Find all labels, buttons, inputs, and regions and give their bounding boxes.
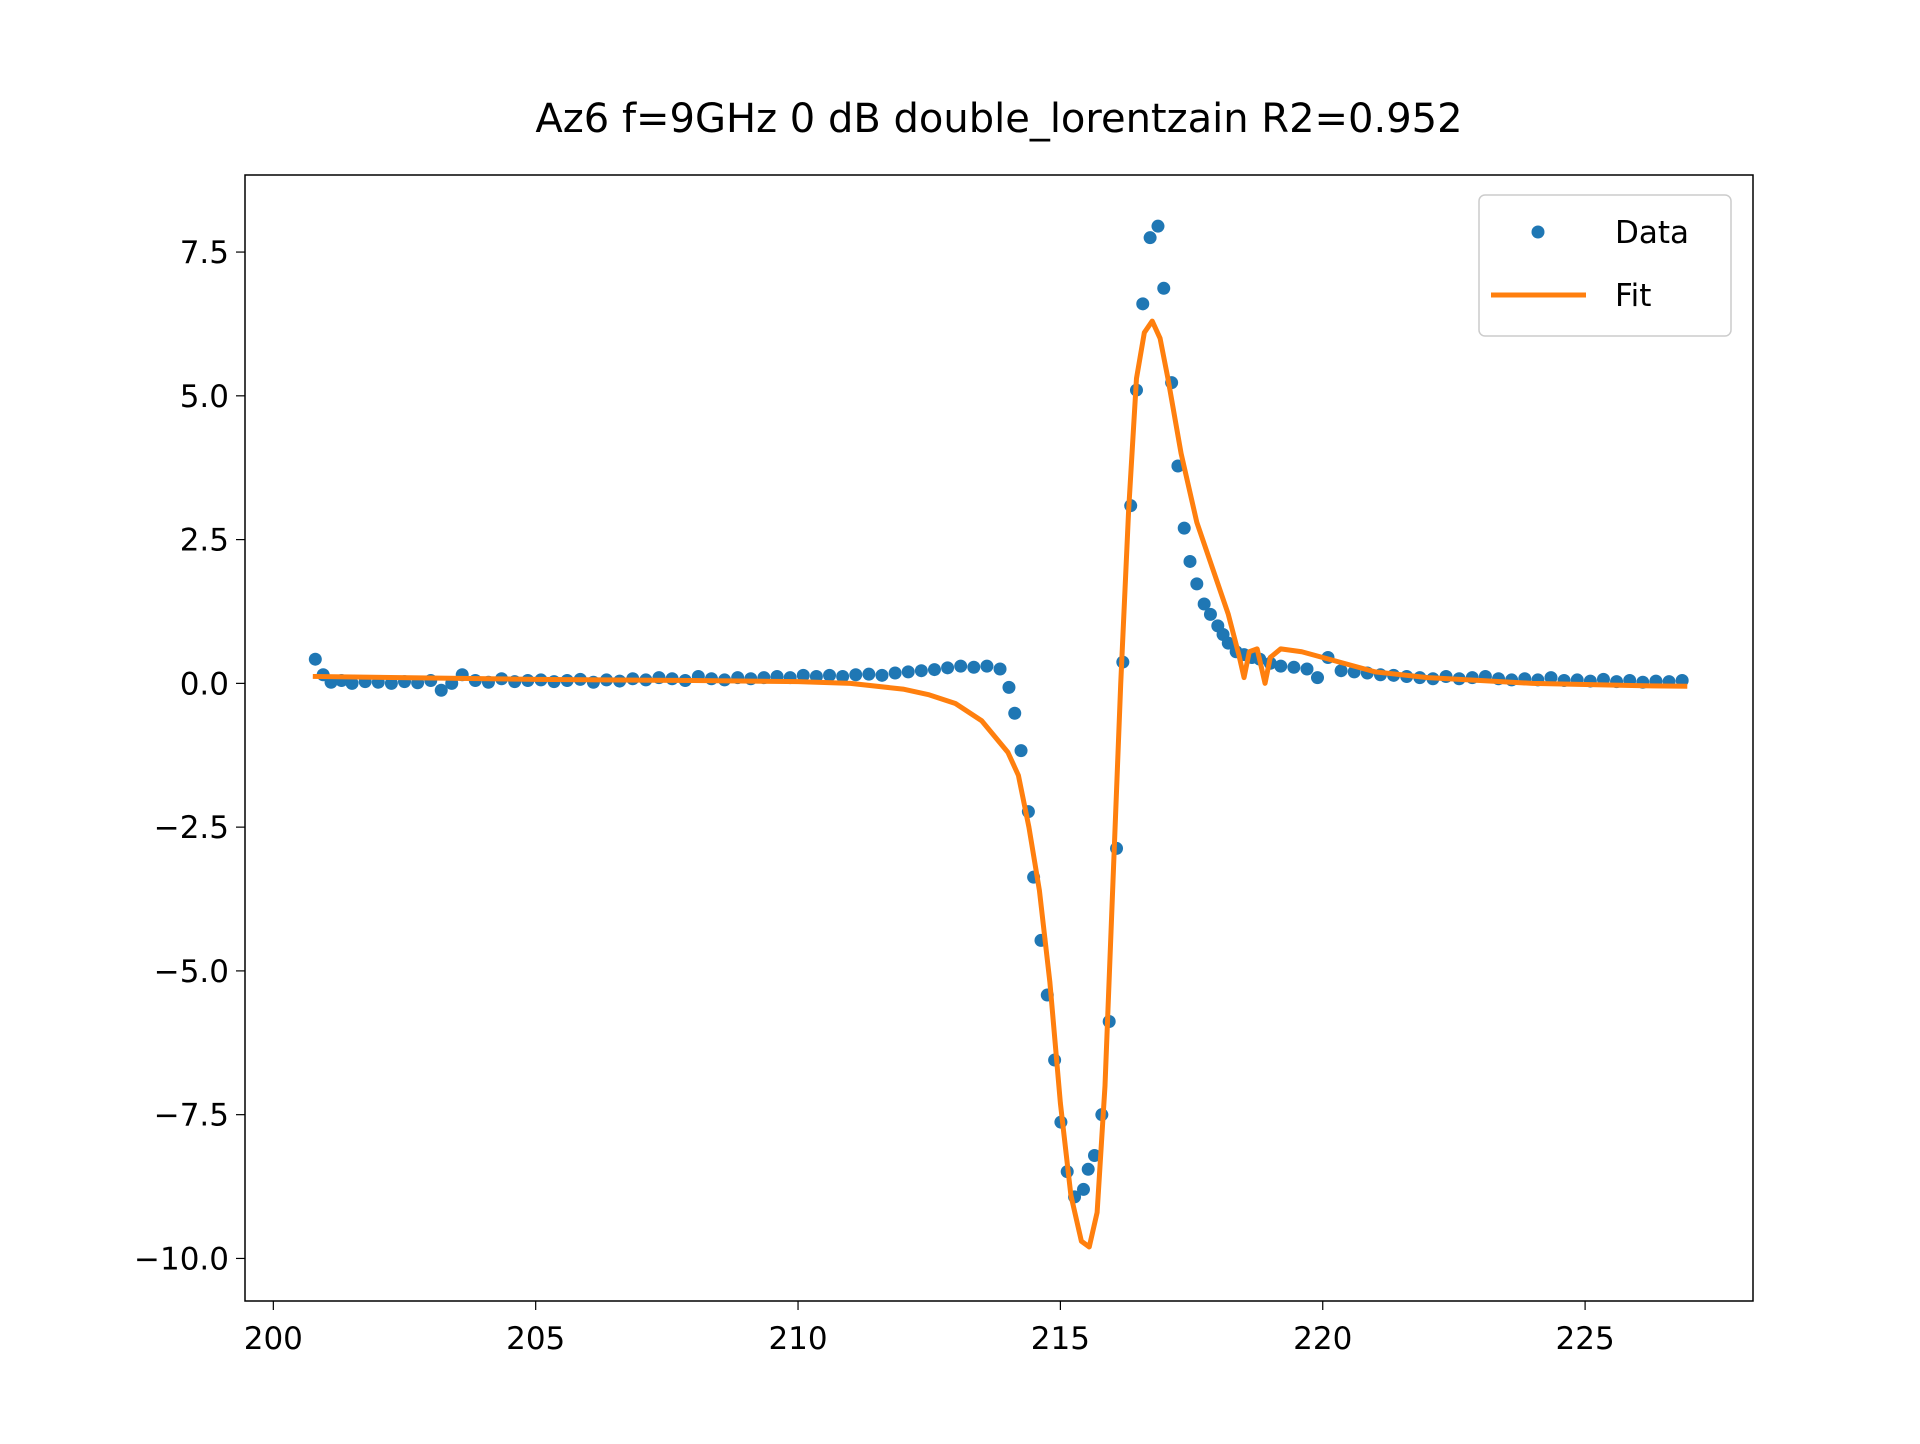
data-point (1221, 636, 1235, 650)
legend-marker (1531, 225, 1545, 239)
data-point (914, 664, 928, 678)
data-point (1151, 219, 1165, 233)
data-point (1274, 659, 1288, 673)
data-point (875, 668, 889, 682)
data-point (1183, 554, 1197, 568)
data-points (308, 219, 1689, 1204)
legend-label: Data (1615, 215, 1689, 251)
data-point (1157, 281, 1171, 295)
y-tick-label: −2.5 (154, 810, 229, 846)
data-point (1203, 607, 1217, 621)
y-tick-label: −7.5 (154, 1098, 229, 1134)
data-point (1002, 680, 1016, 694)
data-point (954, 659, 968, 673)
data-point (901, 665, 915, 679)
data-point (1087, 1149, 1101, 1163)
chart-title: Az6 f=9GHz 0 dB double_lorentzain R2=0.9… (535, 96, 1462, 142)
x-tick-label: 220 (1293, 1321, 1352, 1357)
x-tick-label: 210 (768, 1321, 827, 1357)
data-point (849, 668, 863, 682)
data-point (1300, 662, 1314, 676)
fit-line (312, 318, 1688, 1250)
y-tick-label: 0.0 (180, 666, 229, 702)
data-point (796, 668, 810, 682)
data-point (434, 683, 448, 697)
data-point (980, 659, 994, 673)
y-tick-label: −5.0 (154, 954, 229, 990)
data-point (1143, 231, 1157, 245)
data-point (1014, 744, 1028, 758)
y-tick-label: 5.0 (180, 379, 229, 415)
data-point (888, 666, 902, 680)
legend-label: Fit (1615, 278, 1651, 314)
data-point (1190, 577, 1204, 591)
data-point (1136, 297, 1150, 311)
data-point (941, 661, 955, 675)
data-point (1287, 660, 1301, 674)
plot-frame (244, 174, 1754, 1302)
y-tick-label: 2.5 (180, 523, 229, 559)
data-point (1544, 671, 1558, 685)
data-point (823, 668, 837, 682)
data-point (308, 652, 322, 666)
x-tick-label: 225 (1556, 1321, 1615, 1357)
data-point (384, 676, 398, 690)
x-tick-label: 205 (506, 1321, 565, 1357)
data-point (1081, 1162, 1095, 1176)
x-tick-label: 215 (1031, 1321, 1090, 1357)
data-point (345, 676, 359, 690)
data-point (836, 669, 850, 683)
data-point (862, 667, 876, 681)
data-point (1334, 664, 1348, 678)
data-point (927, 663, 941, 677)
y-tick-label: −10.0 (134, 1241, 229, 1277)
y-tick-label: 7.5 (180, 235, 229, 271)
data-point (1076, 1182, 1090, 1196)
data-point (1177, 521, 1191, 535)
x-tick-label: 200 (244, 1321, 303, 1357)
data-point (967, 660, 981, 674)
data-point (993, 662, 1007, 676)
legend-box (1478, 194, 1732, 337)
data-point (1008, 706, 1022, 720)
data-point (1310, 671, 1324, 685)
data-point (1197, 597, 1211, 611)
